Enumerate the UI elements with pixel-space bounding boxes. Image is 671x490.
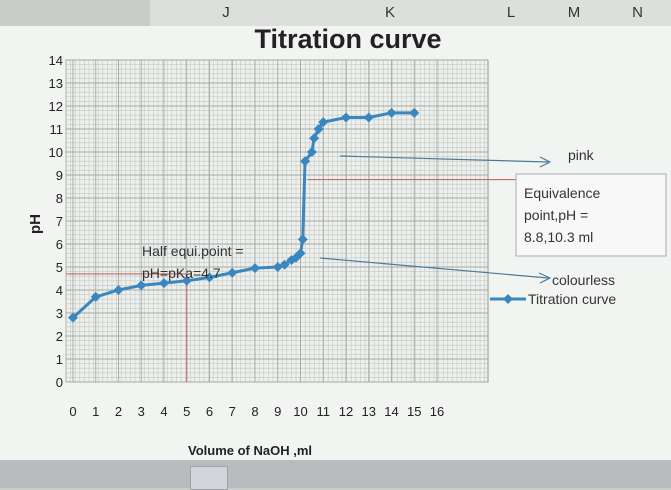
x-tick-label: 3 — [138, 404, 145, 419]
y-tick-label: 13 — [49, 76, 63, 91]
half-equivalence-label-line1: Half equi.point = — [142, 243, 244, 259]
pink-arrow-icon — [539, 156, 552, 168]
colourless-label: colourless — [552, 272, 615, 288]
y-tick-label: 1 — [56, 352, 63, 367]
equivalence-label-line2: point,pH = — [524, 207, 588, 223]
x-tick-label: 12 — [339, 404, 353, 419]
data-point[interactable] — [313, 124, 324, 134]
data-point[interactable] — [297, 234, 308, 245]
y-tick-label: 6 — [56, 237, 63, 252]
chart-area[interactable]: 0 1 2 3 4 5 6 7 8 9 10 11 12 13 14 0 1 2 3 4 5 6 7 8 9 10 11 12 13 14… — [0, 26, 671, 466]
x-tick-label: 10 — [293, 404, 307, 419]
y-axis-label: pH — [27, 214, 44, 234]
y-tick-label: 7 — [56, 214, 63, 229]
x-tick-label: 9 — [274, 404, 281, 419]
y-tick-label: 12 — [49, 99, 63, 114]
data-point[interactable] — [300, 156, 311, 167]
legend-entry[interactable]: Titration curve — [528, 291, 616, 307]
column-header-m[interactable]: M — [544, 0, 605, 27]
pink-pointer-line — [339, 155, 549, 163]
column-header-n[interactable]: N — [604, 0, 671, 27]
data-point[interactable] — [306, 147, 317, 157]
x-tick-label: 6 — [206, 404, 213, 419]
colourless-arrow-icon — [538, 272, 552, 284]
y-tick-label: 14 — [49, 53, 63, 68]
data-point[interactable] — [318, 117, 329, 128]
data-point[interactable] — [68, 312, 78, 323]
x-tick-label: 14 — [384, 404, 398, 419]
x-tick-label: 16 — [430, 404, 444, 419]
y-tick-label: 3 — [56, 306, 63, 321]
x-tick-label: 1 — [92, 404, 99, 419]
data-point[interactable] — [409, 107, 420, 118]
pink-label: pink — [568, 147, 595, 163]
x-tick-label: 11 — [317, 404, 331, 419]
data-point[interactable] — [90, 291, 101, 302]
y-tick-label: 2 — [56, 329, 63, 344]
colourless-pointer-line — [319, 257, 549, 279]
horizontal-scrollbar[interactable] — [0, 460, 671, 488]
legend-marker-icon — [503, 294, 513, 304]
x-tick-label: 13 — [362, 404, 376, 419]
y-tick-label: 9 — [56, 168, 63, 183]
data-point[interactable] — [363, 112, 374, 123]
x-tick-label: 4 — [160, 404, 167, 419]
x-tick-label: 15 — [407, 404, 421, 419]
equivalence-label-box — [515, 173, 667, 257]
x-tick-label: 0 — [69, 404, 76, 419]
half-equivalence-label-line2: pH=pKa=4.7 — [142, 265, 221, 281]
data-point[interactable] — [250, 263, 260, 274]
data-point[interactable] — [386, 107, 397, 118]
x-axis-label: Volume of NaOH ,ml — [188, 443, 312, 458]
column-header-j[interactable]: J — [150, 0, 303, 27]
data-point[interactable] — [341, 112, 351, 123]
x-tick-label: 8 — [251, 404, 258, 419]
data-point[interactable] — [181, 275, 192, 286]
data-point[interactable] — [204, 272, 215, 283]
x-tick-label: 5 — [183, 404, 190, 419]
y-tick-label: 4 — [56, 283, 63, 298]
equivalence-label-line3: 8.8,10.3 ml — [524, 229, 593, 245]
y-tick-label: 11 — [50, 122, 64, 137]
data-point[interactable] — [279, 259, 290, 270]
y-tick-label: 10 — [49, 145, 63, 160]
chart-title: Titration curve — [254, 26, 441, 54]
column-header-k[interactable]: K — [302, 0, 479, 27]
equivalence-label-line1: Equivalence — [524, 185, 600, 201]
y-tick-label: 0 — [56, 375, 63, 390]
data-point[interactable] — [295, 248, 306, 259]
data-point[interactable] — [113, 285, 124, 295]
data-point[interactable] — [227, 267, 238, 278]
scroll-thumb[interactable] — [190, 466, 228, 490]
y-tick-label: 8 — [56, 191, 63, 206]
data-point[interactable] — [309, 133, 320, 144]
y-tick-label: 5 — [56, 260, 63, 275]
x-tick-label: 2 — [115, 404, 122, 419]
data-point[interactable] — [136, 280, 147, 291]
column-header-l[interactable]: L — [478, 0, 545, 27]
data-point[interactable] — [159, 278, 169, 289]
x-tick-label: 7 — [229, 404, 236, 419]
